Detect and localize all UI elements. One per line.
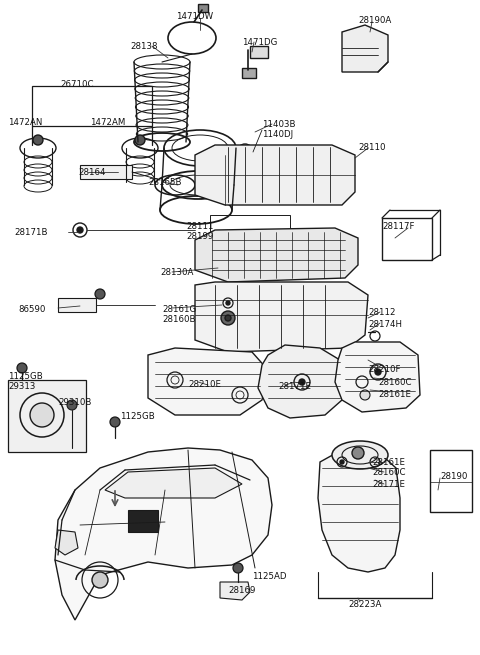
Text: 1472AN: 1472AN: [8, 118, 42, 127]
Text: 28190A: 28190A: [358, 16, 391, 25]
Circle shape: [221, 311, 235, 325]
Text: 1472AM: 1472AM: [90, 118, 125, 127]
Text: 28174H: 28174H: [368, 320, 402, 329]
Text: 28210F: 28210F: [368, 365, 400, 374]
Circle shape: [225, 315, 231, 321]
Circle shape: [340, 460, 344, 464]
Text: 28161G: 28161G: [162, 305, 196, 314]
Polygon shape: [195, 282, 368, 352]
Bar: [430, 450, 472, 512]
Text: 1471DW: 1471DW: [177, 12, 214, 21]
Text: 1125AD: 1125AD: [252, 572, 287, 581]
Text: 28165B: 28165B: [148, 178, 181, 187]
Text: 28190: 28190: [440, 472, 468, 481]
Circle shape: [375, 369, 381, 375]
Text: 1125GB: 1125GB: [120, 412, 155, 421]
Text: 1140DJ: 1140DJ: [262, 130, 293, 139]
Circle shape: [33, 135, 43, 145]
Circle shape: [135, 135, 145, 145]
Polygon shape: [195, 228, 358, 282]
Text: 28164: 28164: [78, 168, 106, 177]
Text: 28112: 28112: [368, 308, 396, 317]
Circle shape: [110, 417, 120, 427]
Text: 28138: 28138: [130, 42, 157, 51]
Ellipse shape: [332, 441, 388, 469]
Text: 28161E: 28161E: [378, 390, 411, 399]
Polygon shape: [195, 145, 355, 205]
Bar: [8, 380, 86, 452]
Text: 1471DG: 1471DG: [242, 38, 277, 47]
Text: 29313: 29313: [8, 382, 36, 391]
Circle shape: [226, 301, 230, 305]
Bar: [382, 218, 432, 260]
Polygon shape: [148, 348, 268, 415]
Bar: [128, 510, 158, 532]
Text: 28171B: 28171B: [14, 228, 48, 237]
Polygon shape: [55, 530, 78, 555]
Polygon shape: [258, 345, 342, 418]
Polygon shape: [105, 468, 242, 498]
Text: 28160C: 28160C: [372, 468, 406, 477]
Circle shape: [360, 390, 370, 400]
Bar: [210, 215, 290, 245]
Circle shape: [92, 572, 108, 588]
Text: 28110: 28110: [358, 143, 385, 152]
Text: 28160B: 28160B: [162, 315, 195, 324]
Text: 28160C: 28160C: [378, 378, 411, 387]
Text: 1125GB: 1125GB: [8, 372, 43, 381]
Polygon shape: [335, 342, 420, 412]
Polygon shape: [55, 448, 272, 620]
Circle shape: [233, 563, 243, 573]
Text: 28169: 28169: [228, 586, 255, 595]
Text: 28223A: 28223A: [348, 600, 382, 609]
Polygon shape: [318, 452, 400, 572]
Text: 28171E: 28171E: [278, 382, 311, 391]
Bar: [242, 68, 256, 78]
Bar: [250, 46, 268, 58]
Circle shape: [77, 227, 83, 233]
Bar: [32, 86, 152, 126]
Text: 86590: 86590: [18, 305, 46, 314]
Bar: [80, 165, 132, 179]
Text: 29310B: 29310B: [58, 398, 91, 407]
Circle shape: [17, 363, 27, 373]
Text: 28199: 28199: [186, 232, 213, 241]
Circle shape: [30, 403, 54, 427]
Bar: [58, 298, 96, 312]
Text: 28171E: 28171E: [372, 480, 405, 489]
Text: 11403B: 11403B: [262, 120, 296, 129]
Text: 28130A: 28130A: [160, 268, 193, 277]
Circle shape: [299, 379, 305, 385]
Text: 26710C: 26710C: [60, 80, 94, 89]
Text: 28111: 28111: [186, 222, 214, 231]
Polygon shape: [220, 582, 250, 600]
Polygon shape: [342, 25, 388, 72]
Circle shape: [95, 289, 105, 299]
Circle shape: [352, 447, 364, 459]
Text: 28117F: 28117F: [382, 222, 415, 231]
Text: 28210E: 28210E: [188, 380, 221, 389]
Text: 28161E: 28161E: [372, 458, 405, 467]
Bar: [198, 4, 208, 12]
Circle shape: [67, 400, 77, 410]
